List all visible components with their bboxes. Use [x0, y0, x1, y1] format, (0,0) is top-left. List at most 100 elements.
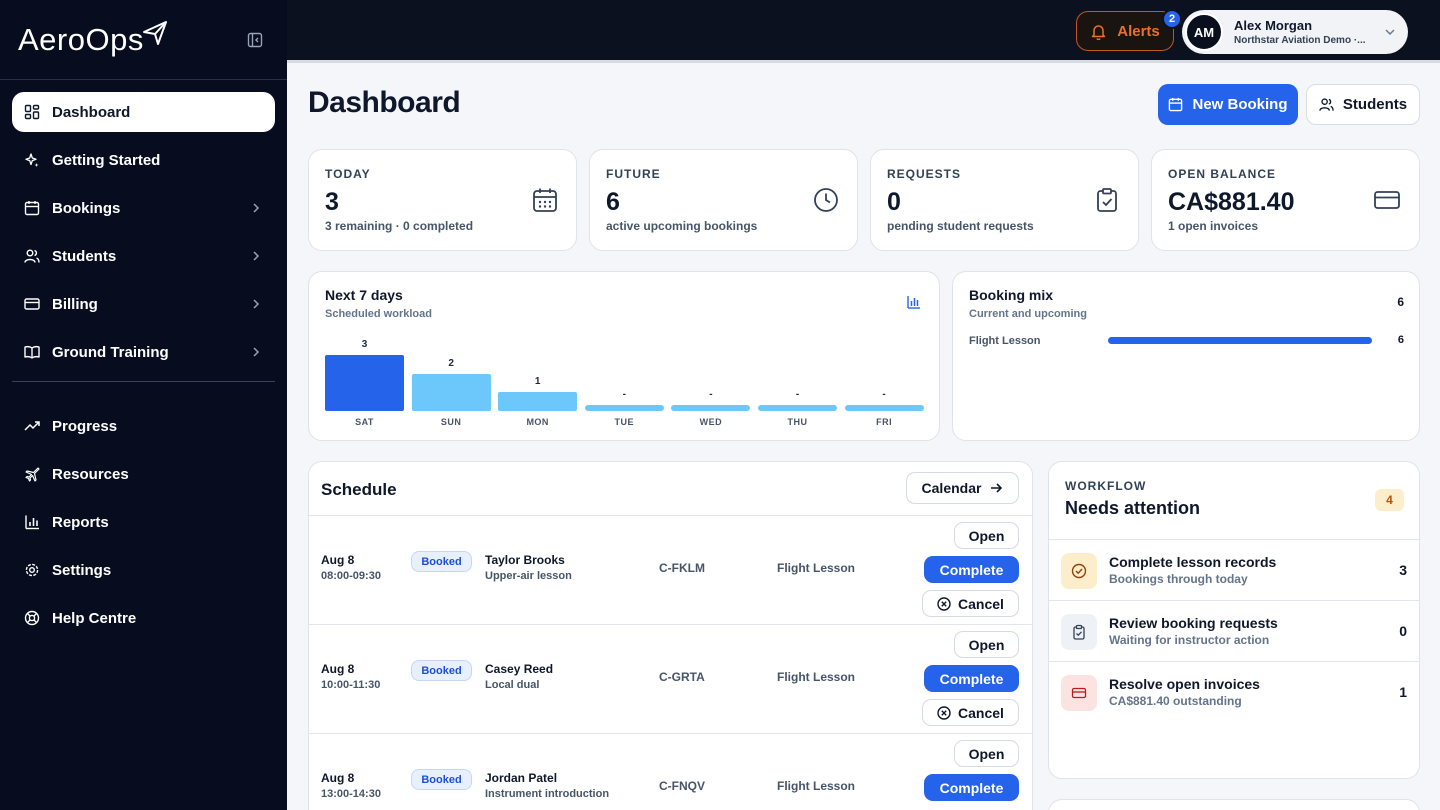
stat-subtext: 3 remaining · 0 completed [325, 219, 474, 233]
stat-card-today[interactable]: TODAY 3 3 remaining · 0 completed [308, 149, 577, 251]
list-item[interactable]: Complete lesson records Bookings through… [1049, 539, 1419, 600]
stat-label: OPEN BALANCE [1168, 167, 1277, 181]
bar-value-label: 2 [448, 357, 454, 369]
stat-card-requests[interactable]: REQUESTS 0 pending student requests [870, 149, 1139, 251]
lesson-note: Local dual [485, 679, 540, 691]
workflow-count-badge: 4 [1375, 489, 1404, 511]
booking-mix-track [1108, 337, 1372, 344]
bar-mon[interactable] [498, 392, 578, 411]
cancel-button[interactable]: Cancel [922, 590, 1019, 617]
aircraft-registration: C-FKLM [659, 561, 705, 575]
cancel-label: Cancel [958, 595, 1004, 612]
sidebar-item-students[interactable]: Students [12, 236, 275, 276]
paper-plane-icon [142, 21, 167, 45]
calendar-button[interactable]: Calendar [906, 472, 1019, 504]
sidebar-item-label: Bookings [52, 199, 121, 217]
bar-sat[interactable] [325, 355, 404, 411]
sidebar-item-billing[interactable]: Billing [12, 284, 275, 324]
sidebar-item-help-centre[interactable]: Help Centre [12, 598, 275, 638]
cancel-label: Cancel [958, 704, 1004, 721]
sidebar-item-progress[interactable]: Progress [12, 406, 275, 446]
sidebar-item-bookings[interactable]: Bookings [12, 188, 275, 228]
gear-icon [24, 562, 40, 578]
bar-chart-icon[interactable] [907, 295, 921, 309]
sidebar-divider [12, 381, 275, 382]
alerts-button[interactable]: Alerts 2 [1076, 9, 1182, 51]
sidebar-collapse-icon[interactable] [247, 32, 263, 48]
calendar-icon [24, 200, 40, 216]
bar-tue[interactable] [584, 405, 664, 411]
avatar: AM [1185, 13, 1223, 51]
complete-button[interactable]: Complete [924, 665, 1019, 692]
booking-time: 08:00-09:30 [321, 570, 381, 582]
chevron-right-icon [253, 203, 260, 213]
open-button[interactable]: Open [954, 522, 1019, 549]
student-name[interactable]: Jordan Patel [485, 771, 558, 785]
booking-mix-title: Booking mix [969, 287, 1054, 303]
complete-button[interactable]: Complete [924, 556, 1019, 583]
sidebar-item-ground-training[interactable]: Ground Training [12, 332, 275, 372]
bar-thu[interactable] [758, 405, 837, 411]
booking-time: 10:00-11:30 [321, 679, 381, 691]
list-item[interactable]: Resolve open invoices CA$881.40 outstand… [1049, 661, 1419, 722]
booking-mix-item-value: 6 [1397, 334, 1404, 346]
sidebar-item-resources[interactable]: Resources [12, 454, 275, 494]
stat-card-future[interactable]: FUTURE 6 active upcoming bookings [589, 149, 858, 251]
bar-category-label: FRI [876, 417, 893, 427]
status-badge: Booked [411, 551, 472, 572]
schedule-title: Schedule [321, 480, 397, 499]
workflow-item-subtitle: Waiting for instructor action [1109, 633, 1270, 647]
bar-value-label: - [709, 389, 713, 400]
student-name[interactable]: Taylor Brooks [485, 553, 565, 567]
sidebar-item-label: Billing [52, 295, 98, 313]
workflow-item-title: Complete lesson records [1109, 554, 1277, 570]
arrow-right-icon [991, 483, 1003, 493]
chevron-right-icon [253, 299, 260, 309]
open-button[interactable]: Open [954, 740, 1019, 767]
bar-category-label: TUE [614, 417, 635, 427]
students-button[interactable]: Students [1306, 84, 1420, 125]
cancel-button[interactable]: Cancel [922, 699, 1019, 726]
bar-value-label: - [795, 389, 800, 400]
bar-category-label: THU [787, 417, 808, 427]
table-row[interactable]: Aug 8 10:00-11:30 Booked Casey Reed Loca… [309, 624, 1032, 733]
bell-icon [1091, 24, 1106, 40]
booking-mix-total: 6 [1397, 295, 1404, 309]
students-label: Students [1342, 96, 1408, 113]
bar-category-label: WED [699, 417, 723, 427]
bar-wed[interactable] [671, 405, 751, 411]
stat-label: REQUESTS [887, 167, 962, 181]
chart-title: Next 7 days [325, 287, 403, 303]
brand-logo[interactable]: AeroOps [18, 21, 168, 58]
workflow-item-count: 3 [1399, 562, 1407, 578]
bar-sun[interactable] [411, 373, 491, 411]
page-title: Dashboard [308, 86, 461, 119]
sidebar-item-reports[interactable]: Reports [12, 502, 275, 542]
complete-button[interactable]: Complete [924, 774, 1019, 801]
sidebar-item-label: Progress [52, 417, 118, 435]
stat-value: 0 [887, 188, 901, 216]
booking-mix-subtitle: Current and upcoming [969, 308, 1087, 320]
student-name[interactable]: Casey Reed [485, 662, 554, 676]
user-menu[interactable]: AM Alex Morgan Northstar Aviation Demo ·… [1182, 10, 1408, 54]
stat-card-open-balance[interactable]: OPEN BALANCE CA$881.40 1 open invoices [1151, 149, 1420, 251]
open-button[interactable]: Open [954, 631, 1019, 658]
new-booking-label: New Booking [1192, 96, 1288, 113]
new-booking-button[interactable]: New Booking [1158, 84, 1298, 125]
workflow-item-subtitle: CA$881.40 outstanding [1109, 694, 1242, 708]
user-organization: Northstar Aviation Demo ·... [1234, 35, 1366, 46]
stat-label: FUTURE [606, 167, 661, 181]
sidebar-item-label: Help Centre [52, 609, 137, 627]
stat-label: TODAY [325, 167, 371, 181]
sidebar-item-getting-started[interactable]: Getting Started [12, 140, 275, 180]
table-row[interactable]: Aug 8 13:00-14:30 Booked Jordan Patel In… [309, 733, 1032, 810]
sidebar-item-dashboard[interactable]: Dashboard [12, 92, 275, 132]
sidebar-item-settings[interactable]: Settings [12, 550, 275, 590]
credit-card-icon [1061, 675, 1097, 711]
plane-icon [24, 466, 40, 482]
table-row[interactable]: Aug 8 08:00-09:30 Booked Taylor Brooks U… [309, 515, 1032, 624]
bar-fri[interactable] [844, 405, 924, 411]
credit-card-icon [1374, 191, 1400, 209]
list-item[interactable]: Review booking requests Waiting for inst… [1049, 600, 1419, 661]
stat-subtext: active upcoming bookings [606, 219, 758, 233]
